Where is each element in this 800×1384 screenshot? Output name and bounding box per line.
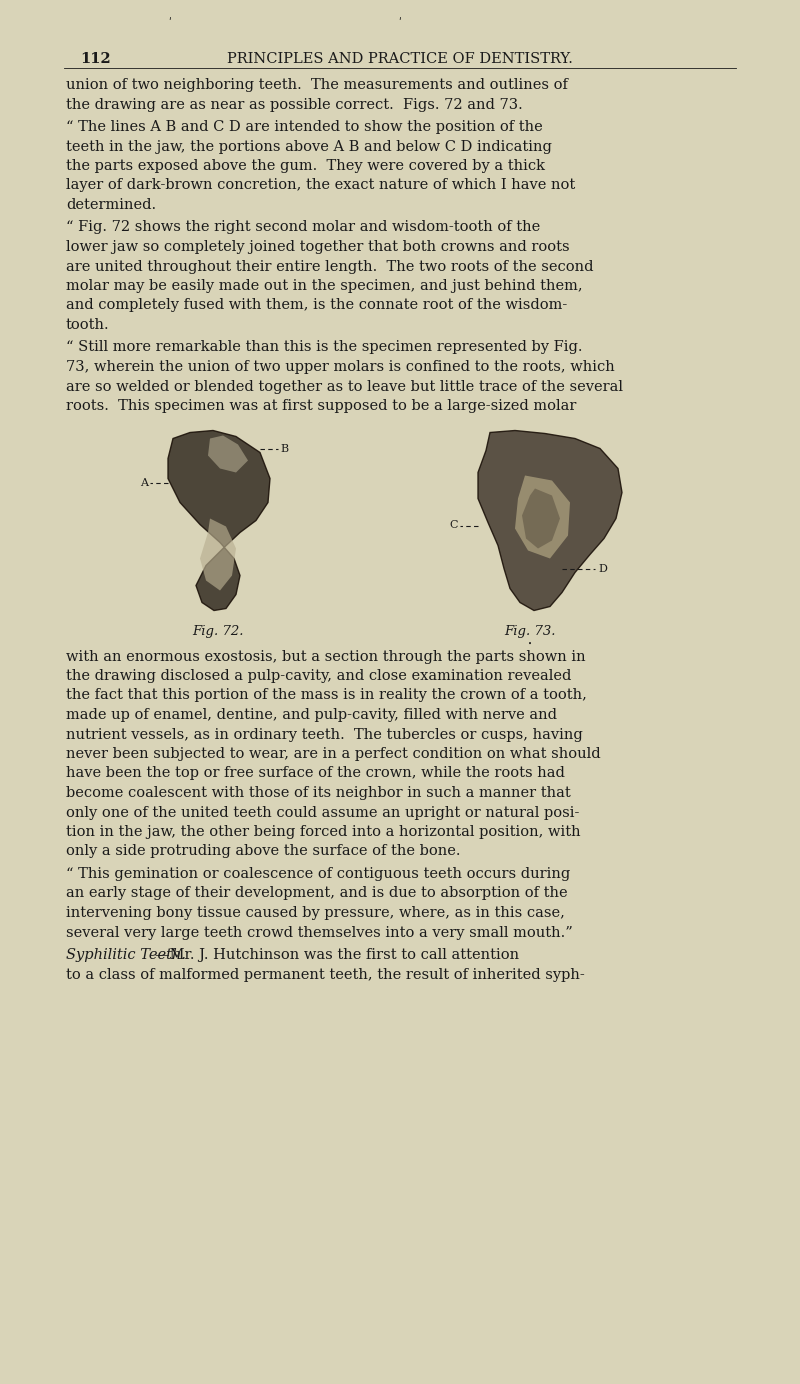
Text: “ The lines A B and C D are intended to show the position of the: “ The lines A B and C D are intended to …: [66, 120, 542, 134]
Text: have been the top or free surface of the crown, while the roots had: have been the top or free surface of the…: [66, 767, 565, 781]
Text: the drawing are as near as possible correct.  Figs. 72 and 73.: the drawing are as near as possible corr…: [66, 97, 522, 112]
Text: Fig. 72.: Fig. 72.: [192, 626, 244, 638]
Text: roots.  This specimen was at first supposed to be a large-sized molar: roots. This specimen was at first suppos…: [66, 399, 576, 412]
Text: never been subjected to wear, are in a perfect condition on what should: never been subjected to wear, are in a p…: [66, 747, 601, 761]
Text: “ Fig. 72 shows the right second molar and wisdom-tooth of the: “ Fig. 72 shows the right second molar a…: [66, 220, 540, 234]
Text: “ This gemination or coalescence of contiguous teeth occurs during: “ This gemination or coalescence of cont…: [66, 866, 570, 882]
Text: with an enormous exostosis, but a section through the parts shown in: with an enormous exostosis, but a sectio…: [66, 649, 586, 663]
Text: •: •: [528, 639, 532, 648]
Text: an early stage of their development, and is due to absorption of the: an early stage of their development, and…: [66, 887, 568, 901]
Text: D: D: [598, 563, 607, 573]
Text: ʹ: ʹ: [169, 18, 171, 28]
Text: Fig. 73.: Fig. 73.: [504, 626, 556, 638]
Polygon shape: [208, 436, 248, 472]
Text: determined.: determined.: [66, 198, 156, 212]
Text: A: A: [140, 477, 148, 487]
Text: several very large teeth crowd themselves into a very small mouth.”: several very large teeth crowd themselve…: [66, 926, 573, 940]
Text: layer of dark-brown concretion, the exact nature of which I have not: layer of dark-brown concretion, the exac…: [66, 179, 575, 192]
Text: are united throughout their entire length.  The two roots of the second: are united throughout their entire lengt…: [66, 260, 594, 274]
Text: become coalescent with those of its neighbor in such a manner that: become coalescent with those of its neig…: [66, 786, 570, 800]
Text: —Mr. J. Hutchinson was the first to call attention: —Mr. J. Hutchinson was the first to call…: [155, 948, 519, 962]
Text: lower jaw so completely joined together that both crowns and roots: lower jaw so completely joined together …: [66, 239, 570, 255]
Text: “ Still more remarkable than this is the specimen represented by Fig.: “ Still more remarkable than this is the…: [66, 340, 582, 354]
Polygon shape: [200, 519, 236, 591]
Polygon shape: [515, 476, 570, 559]
Text: only one of the united teeth could assume an upright or natural posi-: only one of the united teeth could assum…: [66, 805, 579, 819]
Text: nutrient vessels, as in ordinary teeth.  The tubercles or cusps, having: nutrient vessels, as in ordinary teeth. …: [66, 728, 582, 742]
Text: tooth.: tooth.: [66, 318, 110, 332]
Text: ʹ: ʹ: [398, 18, 402, 28]
Text: are so welded or blended together as to leave but little trace of the several: are so welded or blended together as to …: [66, 379, 623, 393]
Text: molar may be easily made out in the specimen, and just behind them,: molar may be easily made out in the spec…: [66, 280, 582, 293]
Text: 73, wherein the union of two upper molars is confined to the roots, which: 73, wherein the union of two upper molar…: [66, 360, 614, 374]
Text: tion in the jaw, the other being forced into a horizontal position, with: tion in the jaw, the other being forced …: [66, 825, 581, 839]
Text: Syphilitic Teeth.: Syphilitic Teeth.: [66, 948, 186, 962]
Text: to a class of malformed permanent teeth, the result of inherited syph-: to a class of malformed permanent teeth,…: [66, 967, 585, 981]
Text: 112: 112: [80, 53, 110, 66]
Text: the parts exposed above the gum.  They were covered by a thick: the parts exposed above the gum. They we…: [66, 159, 545, 173]
Polygon shape: [478, 430, 622, 610]
Text: intervening bony tissue caused by pressure, where, as in this case,: intervening bony tissue caused by pressu…: [66, 907, 565, 920]
Text: the fact that this portion of the mass is in reality the crown of a tooth,: the fact that this portion of the mass i…: [66, 688, 587, 703]
Text: and completely fused with them, is the connate root of the wisdom-: and completely fused with them, is the c…: [66, 299, 567, 313]
Polygon shape: [168, 430, 270, 610]
Polygon shape: [522, 489, 560, 548]
Text: teeth in the jaw, the portions above A B and below C D indicating: teeth in the jaw, the portions above A B…: [66, 140, 552, 154]
Text: B: B: [280, 443, 288, 454]
Text: union of two neighboring teeth.  The measurements and outlines of: union of two neighboring teeth. The meas…: [66, 78, 568, 91]
Text: the drawing disclosed a pulp-cavity, and close examination revealed: the drawing disclosed a pulp-cavity, and…: [66, 668, 571, 682]
Text: C: C: [450, 520, 458, 530]
Text: PRINCIPLES AND PRACTICE OF DENTISTRY.: PRINCIPLES AND PRACTICE OF DENTISTRY.: [227, 53, 573, 66]
Text: only a side protruding above the surface of the bone.: only a side protruding above the surface…: [66, 844, 461, 858]
Text: made up of enamel, dentine, and pulp-cavity, filled with nerve and: made up of enamel, dentine, and pulp-cav…: [66, 709, 557, 722]
